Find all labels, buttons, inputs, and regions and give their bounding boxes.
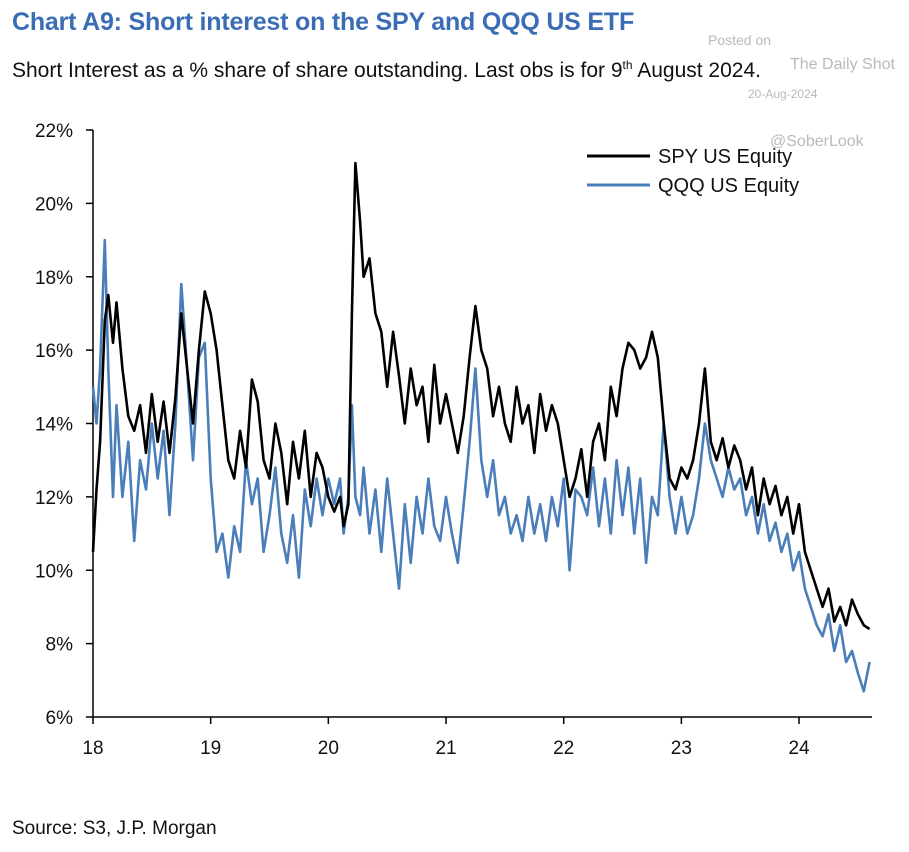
chart-subtitle: Short Interest as a % share of share out… xyxy=(12,58,761,83)
y-tick-label: 10% xyxy=(35,561,73,582)
x-tick-label: 21 xyxy=(435,738,456,759)
chart-series xyxy=(91,161,871,693)
watermark-handle: @SoberLook xyxy=(770,133,864,150)
subtitle-superscript: th xyxy=(622,58,633,72)
y-tick-label: 20% xyxy=(35,194,73,215)
subtitle-text: Short Interest as a % share of share out… xyxy=(12,59,623,82)
subtitle-text-end: August 2024. xyxy=(632,59,761,82)
watermark-date: 20-Aug-2024 xyxy=(748,87,818,101)
legend-label-1: QQQ US Equity xyxy=(658,175,799,197)
chart-title: Chart A9: Short interest on the SPY and … xyxy=(12,8,635,36)
watermark-posted: Posted on xyxy=(708,32,772,48)
y-tick-label: 22% xyxy=(35,121,73,142)
x-tick-label: 24 xyxy=(788,738,810,759)
legend-label-0: SPY US Equity xyxy=(658,146,792,168)
chart-legend: SPY US Equity QQQ US Equity xyxy=(587,146,799,197)
y-tick-label: 12% xyxy=(35,488,73,509)
y-tick-label: 8% xyxy=(46,635,74,656)
y-tick-label: 14% xyxy=(35,415,73,436)
watermark-site: The Daily Shot xyxy=(790,56,895,73)
y-tick-label: 6% xyxy=(46,708,74,729)
x-tick-label: 22 xyxy=(553,738,574,759)
x-tick-label: 19 xyxy=(200,738,221,759)
y-tick-label: 18% xyxy=(35,268,73,289)
x-tick-label: 18 xyxy=(82,738,103,759)
chart-source: Source: S3, J.P. Morgan xyxy=(12,818,217,839)
chart-axes: 6% 8% 10% 12% 14% 16% 18% 20% 22% 18 19 20 21 22 23 24 xyxy=(35,121,872,759)
x-tick-label: 20 xyxy=(318,738,339,759)
spy-series-line xyxy=(91,161,871,631)
qqq-series-line xyxy=(91,238,871,693)
y-tick-label: 16% xyxy=(35,341,73,362)
x-tick-label: 23 xyxy=(671,738,692,759)
